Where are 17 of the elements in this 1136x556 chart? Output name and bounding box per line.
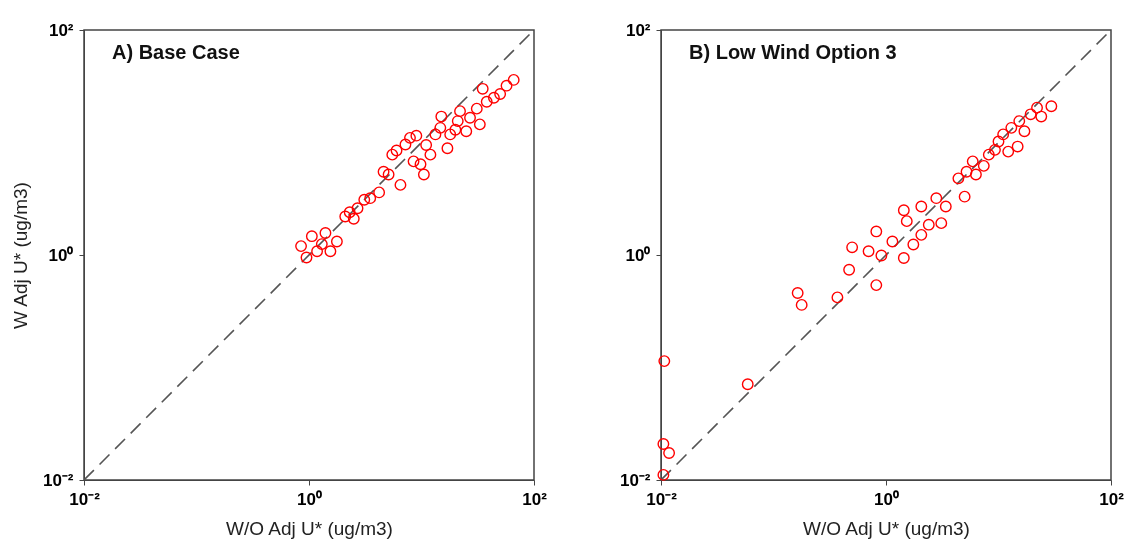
x-tick-label: 10⁻² <box>646 489 678 509</box>
y-tick-label: 10⁻² <box>619 470 651 490</box>
x-tick-label: 10⁰ <box>874 489 899 509</box>
y-axis-title: W Adj U* (ug/m3) <box>9 182 31 329</box>
y-tick-label: 10⁻² <box>42 470 74 490</box>
text: B) Low Wind Option 3 <box>689 41 897 63</box>
y-tick-label: 10⁰ <box>48 245 74 265</box>
x-axis-title: W/O Adj U* (ug/m3) <box>226 517 393 539</box>
x-tick-label: 10² <box>1099 489 1125 509</box>
x-axis-title: W/O Adj U* (ug/m3) <box>803 517 970 539</box>
x-tick-label: 10² <box>522 489 548 509</box>
y-tick-label: 10² <box>625 20 651 40</box>
x-tick-label: 10⁰ <box>297 489 322 509</box>
x-tick-label: 10⁻² <box>69 489 101 509</box>
y-tick-label: 10⁰ <box>625 245 651 265</box>
text: A) Base Case <box>112 41 240 63</box>
y-tick-label: 10² <box>48 20 74 40</box>
